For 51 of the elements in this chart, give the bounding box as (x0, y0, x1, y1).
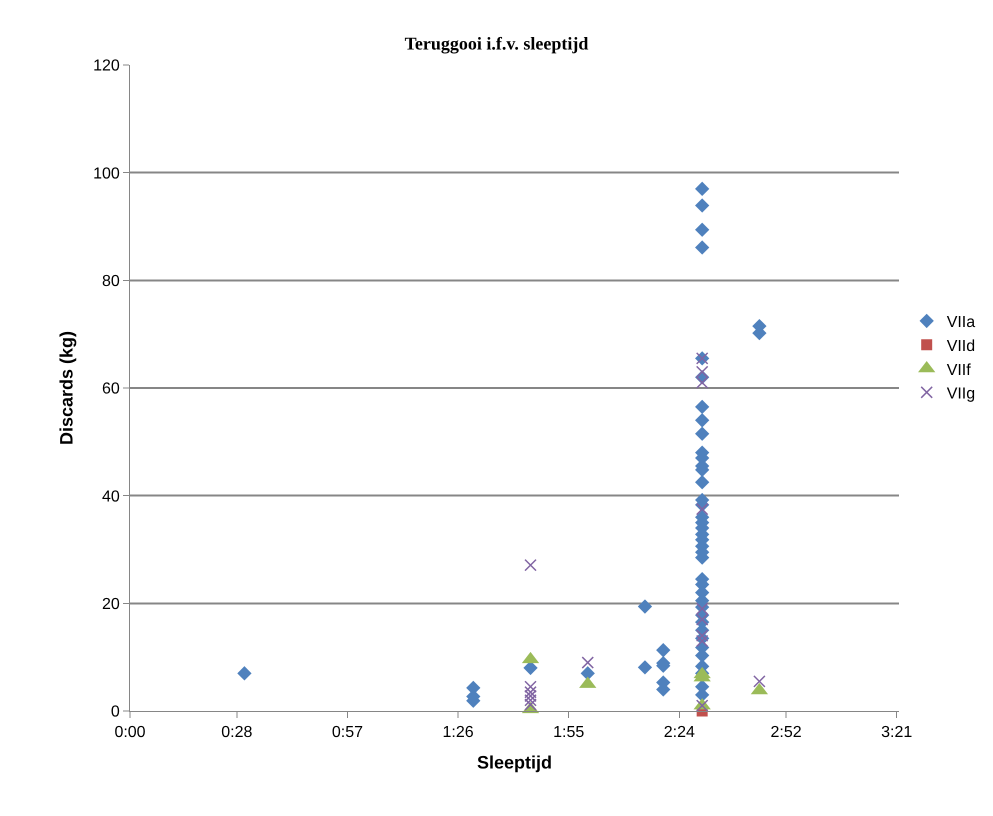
point (524, 690, 537, 702)
y-tick-label: 120 (93, 58, 120, 75)
point (638, 660, 652, 675)
x-tick-label: 2:52 (770, 724, 802, 742)
y-tick-label: 0 (110, 704, 120, 721)
point (696, 613, 708, 626)
point (695, 182, 710, 196)
y-axis-title: Discards (kg) (56, 330, 76, 446)
point (524, 698, 537, 711)
y-tick-label: 20 (102, 596, 120, 613)
point (524, 686, 537, 698)
x-tick-label: 0:57 (332, 724, 364, 742)
point (581, 656, 594, 669)
y-tick-label: 100 (93, 165, 120, 182)
point (696, 376, 708, 389)
point (695, 426, 710, 441)
legend-label: VIId (946, 338, 976, 355)
point (696, 502, 708, 516)
point (695, 198, 710, 213)
chart-title: Teruggooi i.f.v. sleeptijd (404, 33, 588, 54)
y-tick-label: 80 (102, 272, 120, 290)
point (237, 666, 252, 680)
x-tick-label: 0:28 (221, 724, 252, 742)
point (524, 680, 537, 694)
point (695, 222, 710, 237)
x-tick-label: 1:26 (442, 724, 474, 742)
point (638, 599, 652, 614)
legend-label: VIIa (946, 314, 976, 332)
x-tick-label: 2:24 (664, 724, 695, 742)
point (656, 643, 670, 658)
point (524, 558, 537, 572)
point (580, 666, 595, 680)
y-tick-label: 60 (102, 380, 120, 398)
point (696, 699, 708, 712)
x-axis-title: Sleeptijd (476, 752, 552, 772)
x-tick-label: 1:55 (553, 724, 584, 742)
point (524, 694, 537, 706)
y-tick-label: 40 (102, 488, 120, 506)
point (696, 634, 708, 648)
x-tick-label: 3:21 (881, 724, 912, 742)
legend-label: VIIf (946, 362, 972, 379)
point (696, 629, 708, 642)
legend-label: VIIg (946, 386, 976, 403)
point (695, 240, 710, 255)
point (696, 602, 708, 615)
x-tick-label: 0:00 (114, 724, 146, 742)
point (695, 475, 710, 490)
point (695, 400, 710, 414)
point (695, 413, 710, 428)
point (753, 675, 766, 688)
point (696, 366, 708, 378)
